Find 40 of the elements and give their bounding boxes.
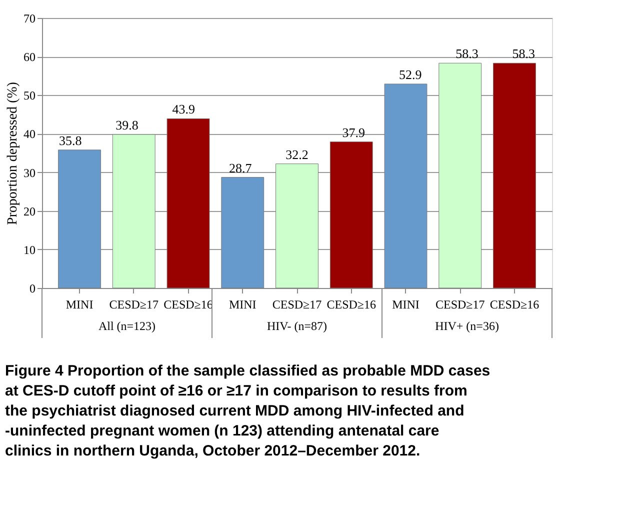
x-tick-label: CESD≥16 bbox=[326, 298, 376, 312]
x-tick-label: CESD≥17 bbox=[435, 298, 485, 312]
bar bbox=[493, 62, 536, 288]
y-tick-label: 70 bbox=[24, 12, 36, 26]
y-tick-label: 30 bbox=[24, 166, 36, 180]
data-label: 35.8 bbox=[58, 132, 82, 148]
data-label: 32.2 bbox=[286, 146, 308, 162]
x-tick-label: MINI bbox=[392, 298, 420, 312]
x-tick-label: CESD≥16 bbox=[164, 298, 213, 312]
bar bbox=[330, 142, 373, 288]
data-label: 58.3 bbox=[456, 46, 478, 62]
y-tick-label: 20 bbox=[24, 204, 36, 218]
data-label: 58.3 bbox=[512, 46, 536, 62]
x-tick-label: CESD≥16 bbox=[490, 298, 540, 312]
x-tick-label: MINI bbox=[228, 298, 256, 312]
bar bbox=[438, 62, 482, 288]
x-tick-label: MINI bbox=[66, 298, 94, 312]
y-tick-label: 10 bbox=[24, 242, 36, 257]
text: All (n=123) bbox=[98, 319, 156, 333]
y-tick-label: 0 bbox=[30, 282, 36, 296]
text: HIV- (n=87) bbox=[267, 319, 327, 333]
text: Figure 4 Proportion of the sample classified as probable MDD cases at CES-D cutoff point of ≥16 or ≥17 in comparison to results from the psychiatrist diagnosed current MDD among HIV-infected and -uninfected pregnant women (n 123) attending antenatal care clinics in northern Uganda, October 2012–December 2012. bbox=[5, 362, 490, 460]
data-label: 28.7 bbox=[228, 160, 252, 176]
y-tick-label: 50 bbox=[24, 88, 36, 103]
data-label: 37.9 bbox=[342, 124, 366, 140]
bar bbox=[166, 118, 210, 288]
bar bbox=[276, 164, 318, 288]
data-label: 39.8 bbox=[116, 117, 138, 132]
x-tick-label: CESD≥17 bbox=[109, 298, 159, 312]
data-label: 43.9 bbox=[172, 102, 196, 117]
y-axis-title: Proportion depressed (%) bbox=[6, 82, 20, 226]
text: HIV+ (n=36) bbox=[435, 319, 499, 333]
data-label: 52.9 bbox=[398, 66, 422, 82]
bar bbox=[384, 84, 428, 288]
bar bbox=[112, 134, 156, 288]
y-tick-label: 40 bbox=[24, 127, 36, 142]
y-tick-label: 60 bbox=[24, 50, 36, 64]
bar bbox=[221, 177, 264, 288]
x-tick-label: CESD≥17 bbox=[272, 298, 322, 312]
bar bbox=[58, 150, 101, 288]
